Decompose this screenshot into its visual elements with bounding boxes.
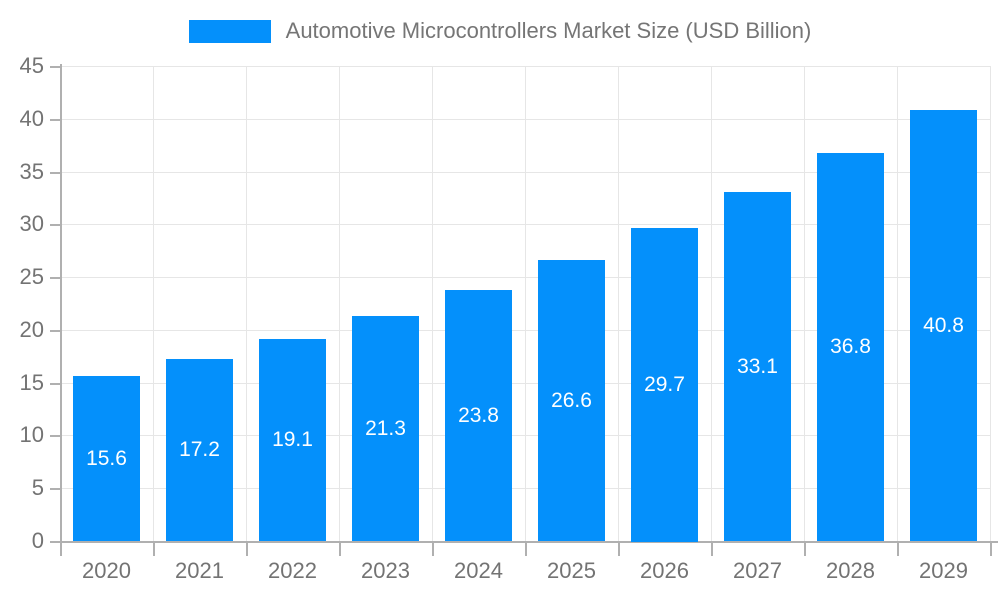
x-tick-mark [339, 541, 341, 556]
x-tick-mark [990, 541, 992, 556]
x-tick-mark [711, 541, 713, 556]
x-tick-mark [432, 541, 434, 556]
x-gridline [525, 66, 526, 541]
y-axis-label: 15 [19, 370, 44, 395]
x-axis-label: 2027 [733, 558, 782, 583]
legend-swatch [188, 19, 271, 43]
x-axis-label: 2024 [454, 558, 503, 583]
x-tick-mark [153, 541, 155, 556]
x-gridline [804, 66, 805, 541]
x-gridline [897, 66, 898, 541]
x-axis-label: 2028 [826, 558, 875, 583]
y-axis-line [60, 64, 62, 541]
y-axis-label: 5 [31, 475, 44, 500]
bar-value-label: 33.1 [737, 354, 778, 378]
y-axis-label: 20 [19, 317, 44, 342]
bar-value-label: 26.6 [551, 388, 592, 412]
y-axis-label: 10 [19, 422, 44, 447]
bar[interactable]: 36.8 [817, 153, 884, 541]
x-axis-line [50, 541, 998, 543]
bar-value-label: 40.8 [923, 313, 964, 337]
bar-value-label: 29.7 [644, 373, 685, 396]
legend-item[interactable]: Automotive Microcontrollers Market Size … [0, 12, 1000, 50]
x-gridline [153, 66, 154, 541]
y-tick-mark [50, 488, 60, 490]
y-axis-label: 45 [19, 53, 44, 78]
bar-value-label: 17.2 [179, 438, 220, 461]
x-gridline [246, 66, 247, 541]
bar-value-label: 23.8 [458, 403, 499, 427]
x-gridline [618, 66, 619, 541]
y-tick-mark [50, 66, 60, 68]
y-axis-label: 40 [19, 106, 44, 131]
bar-value-label: 19.1 [272, 428, 313, 451]
bar[interactable]: 26.6 [538, 260, 605, 541]
y-tick-mark [50, 277, 60, 279]
y-tick-mark [50, 330, 60, 332]
x-tick-mark [618, 541, 620, 556]
x-axis-label: 2023 [361, 558, 410, 583]
bar[interactable]: 21.3 [352, 316, 419, 541]
bar-value-label: 21.3 [365, 416, 406, 440]
bar-value-label: 36.8 [830, 335, 871, 358]
x-tick-mark [804, 541, 806, 556]
x-gridline [339, 66, 340, 541]
x-axis-label: 2021 [175, 558, 224, 583]
x-gridline [432, 66, 433, 541]
y-tick-mark [50, 172, 60, 174]
x-axis-label: 2026 [640, 558, 689, 583]
y-axis-label: 0 [31, 528, 44, 553]
x-gridline [711, 66, 712, 541]
bar[interactable]: 33.1 [724, 192, 791, 541]
y-tick-mark [50, 383, 60, 385]
x-tick-mark [246, 541, 248, 556]
x-gridline [990, 66, 991, 541]
x-tick-mark [897, 541, 899, 556]
x-axis-label: 2020 [82, 558, 131, 583]
y-tick-mark [50, 119, 60, 121]
bar-value-label: 15.6 [86, 446, 127, 470]
x-tick-mark [525, 541, 527, 556]
bar[interactable]: 29.7 [631, 228, 698, 542]
y-tick-mark [50, 435, 60, 437]
x-tick-mark [60, 541, 62, 556]
y-axis-label: 30 [19, 211, 44, 236]
y-axis-label: 35 [19, 159, 44, 184]
bar[interactable]: 19.1 [259, 339, 326, 541]
bar[interactable]: 17.2 [166, 359, 233, 541]
y-axis-label: 25 [19, 264, 44, 289]
bar[interactable]: 40.8 [910, 110, 977, 541]
legend-label: Automotive Microcontrollers Market Size … [285, 18, 812, 43]
x-axis-label: 2022 [268, 558, 317, 583]
bar[interactable]: 23.8 [445, 290, 512, 541]
x-axis-label: 2029 [919, 558, 968, 583]
bar[interactable]: 15.6 [73, 376, 140, 541]
y-tick-mark [50, 224, 60, 226]
x-axis-label: 2025 [547, 558, 596, 583]
